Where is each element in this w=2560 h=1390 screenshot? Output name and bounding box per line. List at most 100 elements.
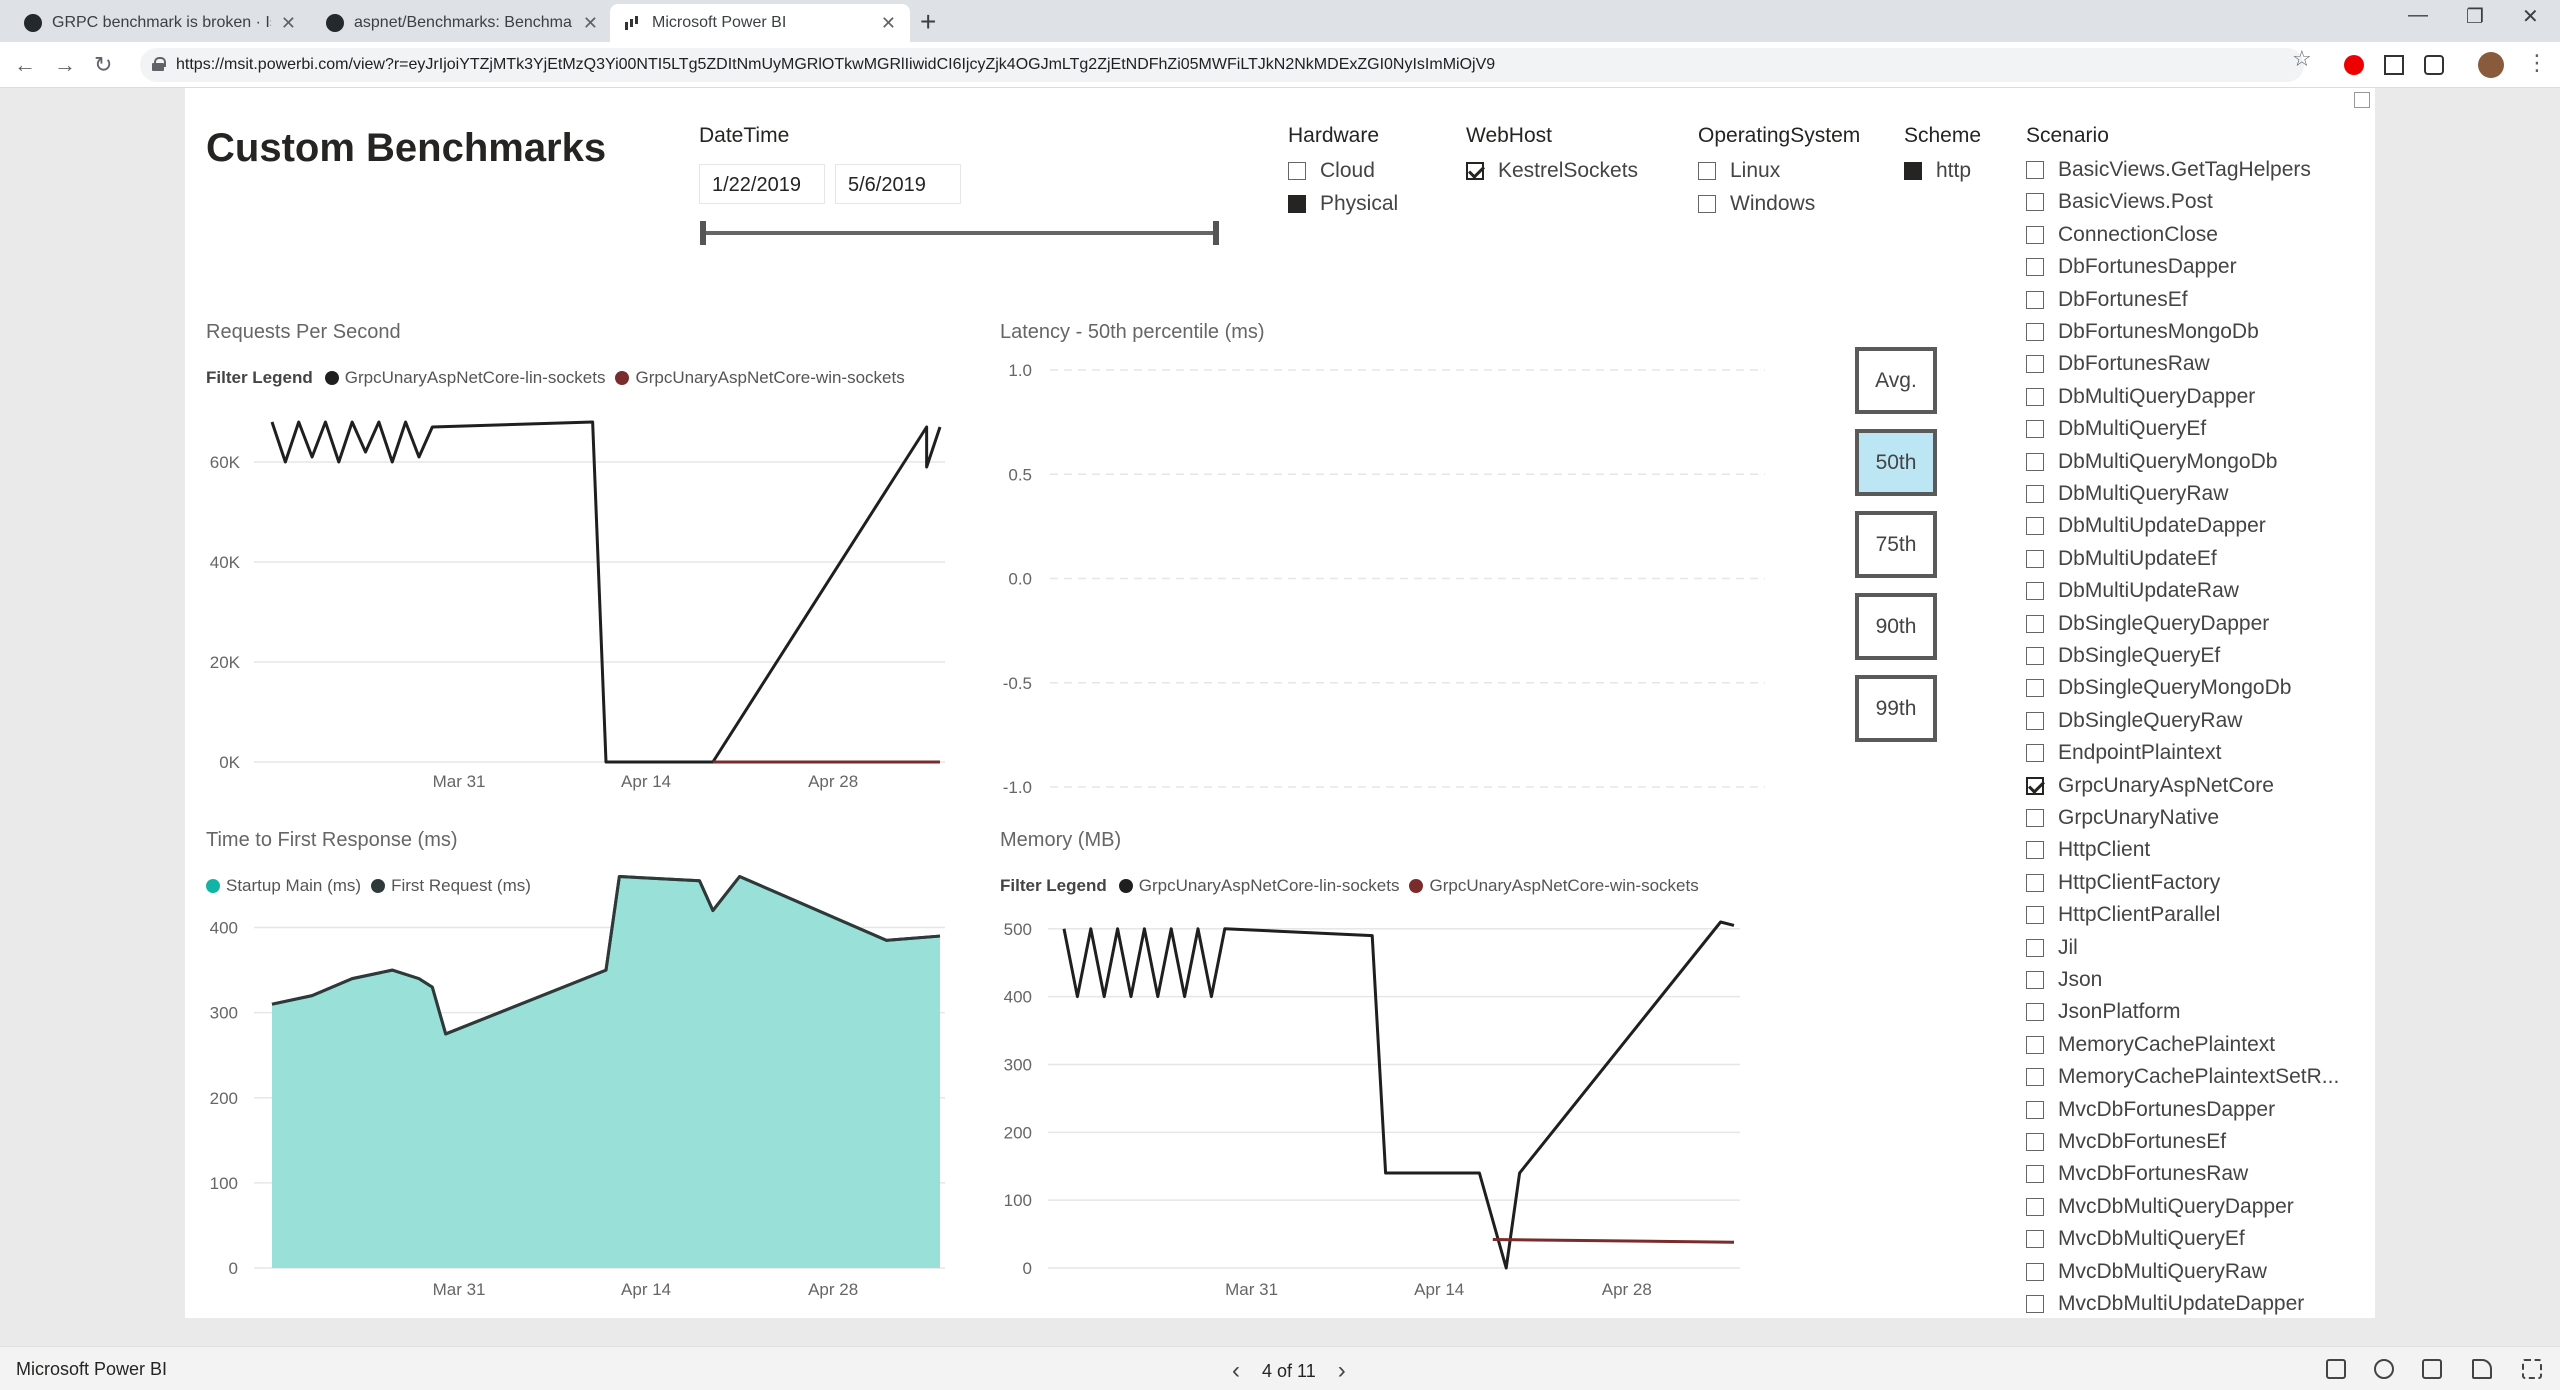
profile-avatar[interactable]: [2478, 52, 2504, 78]
share-icon[interactable]: [2472, 1359, 2492, 1379]
address-bar[interactable]: https://msit.powerbi.com/view?r=eyJrIjoi…: [140, 48, 2304, 82]
mail-extension-icon[interactable]: [2384, 55, 2404, 75]
restore-icon[interactable]: ❐: [2466, 6, 2484, 28]
hardware-option-physical[interactable]: Physical: [1288, 192, 1398, 216]
scenario-option[interactable]: Jil: [2026, 936, 2078, 960]
checkbox[interactable]: [2026, 258, 2044, 277]
scenario-option[interactable]: GrpcUnaryNative: [2026, 806, 2219, 830]
powerbi-brand[interactable]: Microsoft Power BI: [16, 1359, 168, 1379]
scenario-option[interactable]: MvcDbFortunesDapper: [2026, 1098, 2275, 1122]
scenario-option[interactable]: DbSingleQueryEf: [2026, 644, 2220, 668]
legend-item-startup[interactable]: Startup Main (ms): [206, 876, 361, 896]
checkbox[interactable]: [1698, 162, 1716, 180]
checkbox[interactable]: [2026, 1133, 2044, 1151]
checkbox[interactable]: [2026, 1295, 2044, 1313]
scenario-option[interactable]: JsonPlatform: [2026, 1000, 2181, 1024]
checkbox[interactable]: [1698, 195, 1716, 213]
scenario-option[interactable]: MvcDbFortunesEf: [2026, 1130, 2226, 1154]
checkbox[interactable]: [2026, 971, 2044, 989]
close-window-icon[interactable]: ✕: [2522, 6, 2539, 28]
percentile-button[interactable]: 90th: [1855, 593, 1937, 660]
checkbox[interactable]: [2026, 679, 2044, 698]
checkbox[interactable]: [2026, 1035, 2044, 1054]
scenario-option[interactable]: MvcDbMultiQueryRaw: [2026, 1260, 2267, 1284]
url-text[interactable]: https://msit.powerbi.com/view?r=eyJrIjoi…: [176, 56, 1496, 73]
scenario-option[interactable]: BasicViews.Post: [2026, 190, 2213, 214]
reload-icon[interactable]: ↻: [94, 52, 113, 77]
scenario-option[interactable]: MemoryCachePlaintext: [2026, 1033, 2275, 1057]
scenario-option[interactable]: EndpointPlaintext: [2026, 741, 2221, 765]
back-icon[interactable]: ←: [14, 52, 36, 77]
start-date-input[interactable]: 1/22/2019: [699, 164, 825, 204]
checkbox[interactable]: [2026, 873, 2044, 892]
checkmark-icon[interactable]: [1466, 162, 1484, 180]
slider-start-handle[interactable]: [700, 221, 706, 245]
focus-mode-icon[interactable]: [2354, 92, 2370, 108]
scenario-option[interactable]: ConnectionClose: [2026, 223, 2218, 247]
webhost-option-kestrelsockets[interactable]: KestrelSockets: [1466, 159, 1638, 183]
legend-item-lin[interactable]: GrpcUnaryAspNetCore-lin-sockets: [1118, 876, 1399, 896]
close-tab-icon[interactable]: ✕: [880, 12, 896, 33]
facebook-icon[interactable]: [2422, 1359, 2442, 1379]
checkbox[interactable]: [1288, 162, 1306, 180]
next-page-icon[interactable]: ›: [1337, 1357, 1346, 1384]
checkbox[interactable]: [1288, 195, 1306, 213]
scenario-list[interactable]: BasicViews.GetTagHelpers BasicViews.Post C…: [2026, 158, 2366, 1318]
fullscreen-icon[interactable]: [2522, 1359, 2542, 1379]
checkbox[interactable]: [2026, 647, 2044, 665]
checkbox[interactable]: [2026, 225, 2044, 244]
scenario-option[interactable]: DbMultiQueryDapper: [2026, 385, 2255, 409]
percentile-button[interactable]: 99th: [1855, 675, 1937, 742]
browser-tab-powerbi[interactable]: Microsoft Power BI ✕: [610, 4, 910, 42]
linkedin-icon[interactable]: [2326, 1359, 2346, 1379]
checkbox[interactable]: [2026, 1230, 2044, 1249]
checkbox[interactable]: [1904, 162, 1922, 180]
scenario-option[interactable]: Json: [2026, 968, 2102, 992]
slider-end-handle[interactable]: [1213, 221, 1219, 245]
scenario-option[interactable]: DbSingleQueryMongoDb: [2026, 676, 2291, 700]
scenario-option[interactable]: MvcDbMultiQueryDapper: [2026, 1195, 2294, 1219]
checkbox[interactable]: [2026, 809, 2044, 827]
close-tab-icon[interactable]: ✕: [280, 12, 296, 33]
checkbox[interactable]: [2026, 290, 2044, 309]
checkbox[interactable]: [2026, 841, 2044, 860]
os-option-linux[interactable]: Linux: [1698, 159, 1780, 183]
forward-icon[interactable]: →: [54, 52, 76, 77]
checkbox[interactable]: [2026, 517, 2044, 536]
checkbox[interactable]: [2026, 1262, 2044, 1281]
legend-item-lin[interactable]: GrpcUnaryAspNetCore-lin-sockets: [324, 368, 605, 388]
checkbox[interactable]: [2026, 387, 2044, 406]
end-date-input[interactable]: 5/6/2019: [835, 164, 961, 204]
scenario-option[interactable]: MemoryCachePlaintextSetR...: [2026, 1065, 2339, 1089]
browser-tab-github-issue[interactable]: GRPC benchmark is broken · Issue ✕: [10, 4, 310, 42]
scenario-option[interactable]: DbMultiUpdateEf: [2026, 547, 2217, 571]
checkbox[interactable]: [2026, 1165, 2044, 1184]
twitter-icon[interactable]: [2374, 1359, 2394, 1379]
checkbox[interactable]: [2026, 906, 2044, 925]
scheme-option-http[interactable]: http: [1904, 159, 1971, 183]
bookmark-star-icon[interactable]: ☆: [2292, 46, 2312, 71]
scenario-option[interactable]: DbFortunesMongoDb: [2026, 320, 2259, 344]
checkbox[interactable]: [2026, 161, 2044, 179]
checkbox[interactable]: [2026, 1100, 2044, 1119]
os-option-windows[interactable]: Windows: [1698, 192, 1815, 216]
extension-icon[interactable]: [2344, 55, 2364, 75]
checkbox[interactable]: [2026, 1197, 2044, 1216]
checkbox[interactable]: [2026, 1003, 2044, 1022]
scenario-option[interactable]: DbFortunesRaw: [2026, 352, 2210, 376]
minimize-icon[interactable]: —: [2408, 4, 2428, 26]
browser-tab-benchmarks-repo[interactable]: aspnet/Benchmarks: Benchmarks ✕: [312, 4, 612, 42]
checkbox[interactable]: [2026, 420, 2044, 439]
checkbox[interactable]: [2026, 614, 2044, 633]
scenario-option[interactable]: DbSingleQueryRaw: [2026, 709, 2242, 733]
checkbox[interactable]: [2026, 452, 2044, 471]
percentile-button[interactable]: Avg.: [1855, 347, 1937, 414]
scenario-option[interactable]: HttpClient: [2026, 838, 2150, 862]
percentile-button[interactable]: 75th: [1855, 511, 1937, 578]
percentile-button[interactable]: 50th: [1855, 429, 1937, 496]
checkbox[interactable]: [2026, 549, 2044, 568]
checkbox[interactable]: [2026, 355, 2044, 374]
date-range-slider[interactable]: [703, 231, 1217, 235]
shield-extension-icon[interactable]: [2424, 55, 2444, 75]
